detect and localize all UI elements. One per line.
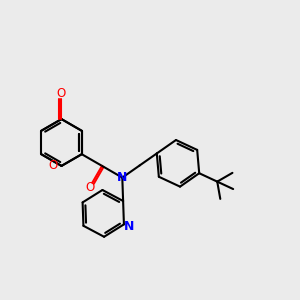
Text: O: O [85, 181, 94, 194]
Text: O: O [57, 87, 66, 100]
Text: O: O [48, 159, 58, 172]
Text: N: N [117, 171, 128, 184]
Text: N: N [124, 220, 134, 233]
